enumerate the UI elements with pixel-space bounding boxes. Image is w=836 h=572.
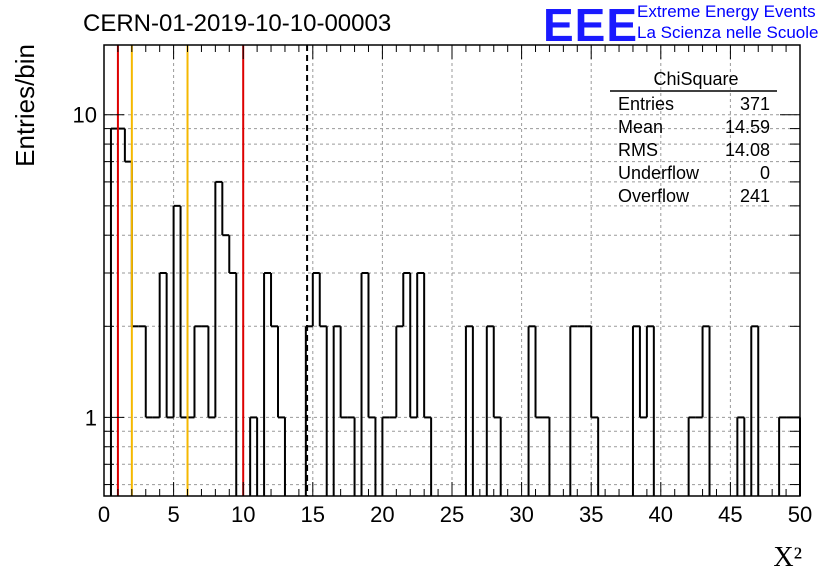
x-tick-label: 5 (167, 502, 179, 527)
x-tick-label: 30 (509, 502, 533, 527)
reference-lines (116, 45, 309, 496)
x-axis-label: X² (773, 542, 802, 572)
x-tick-label: 35 (579, 502, 603, 527)
stats-title: ChiSquare (653, 69, 738, 89)
stats-label: RMS (618, 140, 658, 160)
x-tick-label: 20 (370, 502, 394, 527)
stats-value: 241 (740, 186, 770, 206)
axes: 0 5 10 15 20 25 30 35 40 45 50 1 10 X² Entries/bin (10, 44, 812, 572)
stats-value: 0 (760, 163, 770, 183)
stats-label: Underflow (618, 163, 700, 183)
x-tick-label: 25 (440, 502, 464, 527)
grid-lines (104, 45, 800, 496)
y-tick-label: 10 (73, 103, 97, 128)
x-tick-label: 0 (98, 502, 110, 527)
eee-logo-mark: EEE (543, 0, 639, 51)
x-tick-label: 10 (231, 502, 255, 527)
stats-value: 14.59 (725, 117, 770, 137)
chart-title: CERN-01-2019-10-10-00003 (83, 10, 392, 37)
y-tick-label: 1 (85, 405, 97, 430)
stats-label: Overflow (618, 186, 690, 206)
x-tick-label: 45 (718, 502, 742, 527)
stats-label: Mean (618, 117, 663, 137)
y-axis-label: Entries/bin (10, 44, 40, 167)
stats-value: 14.08 (725, 140, 770, 160)
stats-label: Entries (618, 94, 674, 114)
stats-value: 371 (740, 94, 770, 114)
logo-subtitle-line2: La Scienza nelle Scuole (637, 23, 819, 42)
x-tick-label: 15 (301, 502, 325, 527)
x-tick-label: 50 (788, 502, 812, 527)
stats-box: ChiSquare Entries 371 Mean 14.59 RMS 14.08 Unde… (610, 69, 777, 206)
x-tick-label: 40 (649, 502, 673, 527)
logo-subtitle-line1: Extreme Energy Events (637, 2, 816, 21)
histogram-bars (109, 127, 801, 496)
